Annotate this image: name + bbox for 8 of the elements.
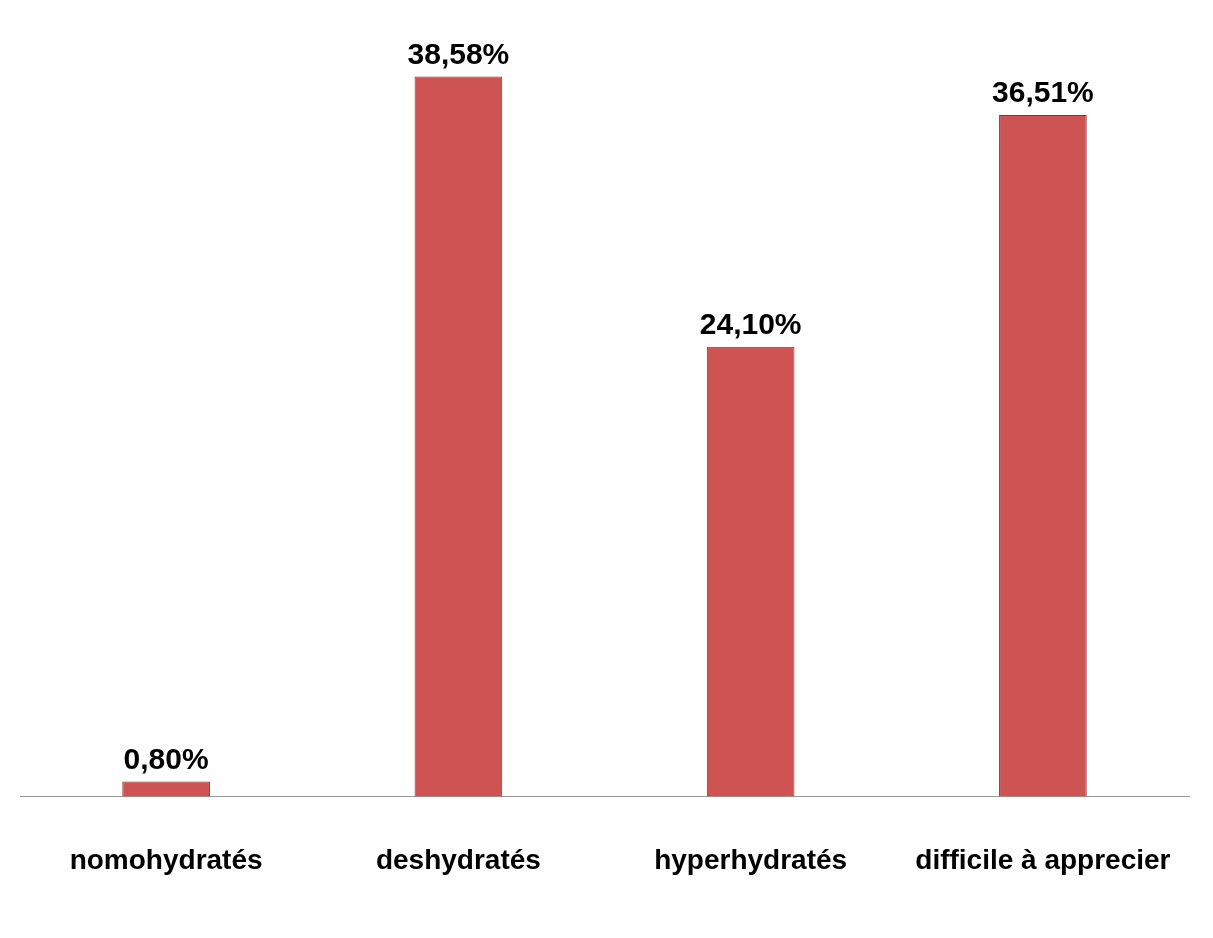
data-label: 0,80% (123, 741, 209, 775)
x-tick-label: difficile à apprecier (915, 843, 1171, 875)
x-tick-label: hyperhydratés (654, 843, 848, 875)
x-tick-label: deshydratés (375, 843, 541, 875)
x-tick-label: nomohydratés (69, 843, 263, 875)
data-label: 38,58% (407, 36, 510, 70)
data-label: 36,51% (992, 75, 1094, 109)
data-label: 24,10% (699, 306, 802, 340)
